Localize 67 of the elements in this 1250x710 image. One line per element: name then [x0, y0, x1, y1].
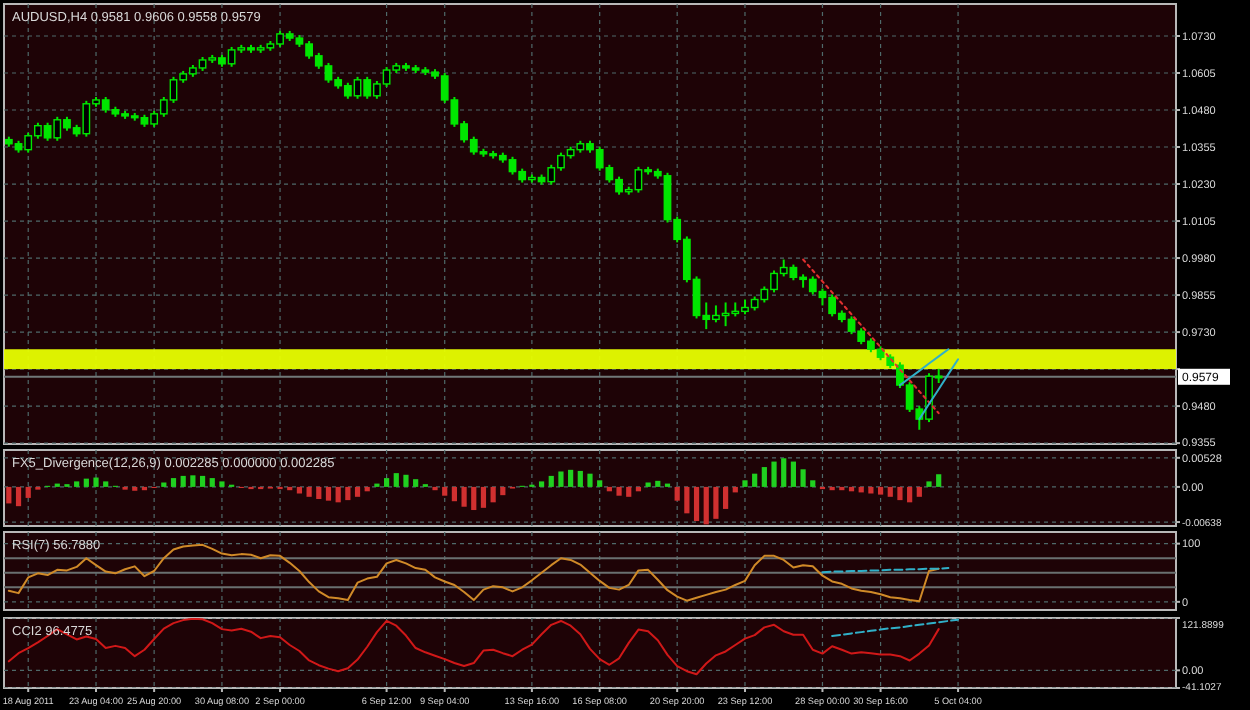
bar	[771, 461, 777, 487]
bar	[480, 486, 487, 508]
bar	[25, 486, 31, 498]
bar	[577, 470, 583, 487]
bar	[926, 481, 932, 487]
bar	[674, 486, 680, 501]
bar	[626, 486, 632, 497]
bar	[655, 480, 661, 487]
line-series	[7, 543, 940, 603]
bar	[781, 458, 787, 487]
bar	[916, 486, 922, 497]
bar	[723, 486, 729, 509]
bar	[74, 481, 80, 487]
bar	[868, 486, 874, 494]
bar	[548, 475, 554, 487]
bar	[384, 478, 390, 487]
bar	[354, 486, 361, 497]
bar	[897, 486, 903, 501]
bar	[461, 486, 467, 507]
bar	[471, 486, 477, 511]
bar	[316, 486, 322, 500]
bar	[713, 486, 719, 519]
bar	[103, 481, 109, 487]
bar	[752, 473, 758, 487]
bar	[877, 486, 884, 495]
bar	[345, 486, 351, 501]
bar	[684, 486, 690, 514]
bar	[296, 486, 303, 494]
bar	[180, 475, 186, 487]
bar	[6, 486, 12, 504]
bar	[413, 479, 419, 487]
bar	[199, 475, 206, 487]
bar	[703, 486, 709, 525]
bar	[403, 474, 409, 487]
bar	[616, 486, 622, 496]
bar	[587, 473, 593, 487]
bar	[568, 469, 574, 487]
line-series	[898, 348, 950, 387]
bar	[597, 480, 603, 487]
bar	[93, 477, 99, 487]
bar	[800, 469, 806, 487]
bar	[442, 486, 448, 496]
bar	[393, 473, 399, 487]
line-series	[802, 258, 940, 415]
bar	[558, 471, 564, 487]
bar	[936, 474, 942, 487]
line-series	[918, 358, 960, 421]
bar	[538, 481, 545, 487]
bar	[170, 478, 177, 487]
bar	[209, 478, 215, 487]
bar	[761, 467, 767, 487]
bar	[15, 486, 22, 507]
bar	[306, 486, 312, 497]
bar	[83, 478, 89, 487]
bar	[790, 461, 796, 487]
bar	[810, 480, 816, 487]
bar	[500, 486, 506, 496]
bar	[887, 486, 893, 497]
bar	[693, 486, 700, 522]
bar	[490, 486, 496, 503]
bar	[219, 481, 225, 487]
bar	[742, 480, 748, 487]
bar	[335, 486, 341, 503]
bar	[907, 486, 913, 503]
bar	[190, 475, 196, 487]
bar	[451, 486, 457, 502]
bar	[325, 486, 332, 501]
